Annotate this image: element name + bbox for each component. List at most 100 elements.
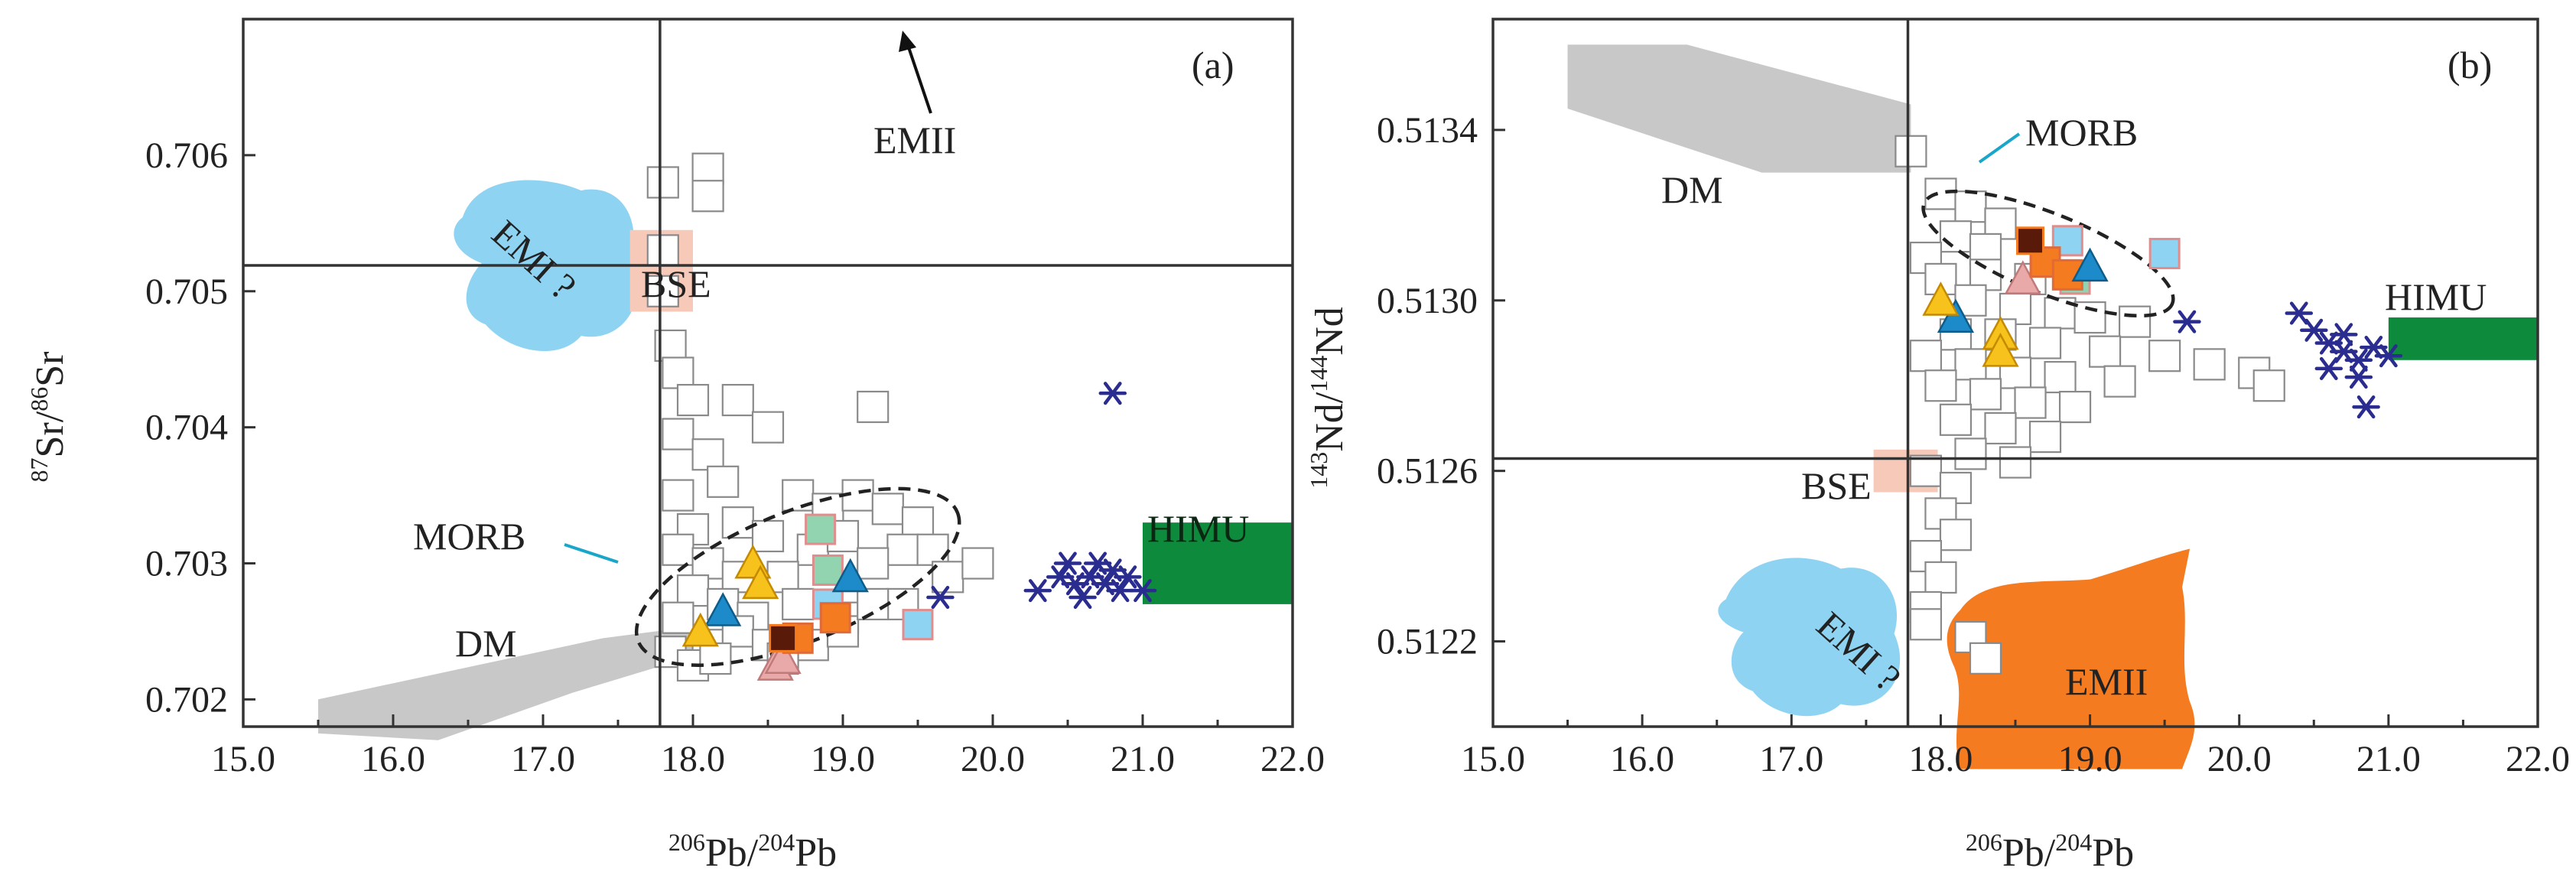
panel-b: 15.0 16.0 17.0 18.0 19.0 20.0 21.0 22.0 0.51220… xyxy=(1305,18,2570,875)
yellow-triangle xyxy=(681,612,719,647)
morb-pointer-b xyxy=(1978,132,2021,164)
reference-square xyxy=(1954,190,1987,223)
reference-square xyxy=(691,547,724,580)
reference-square xyxy=(676,383,710,417)
star-symbol xyxy=(1128,579,1157,603)
panel-label-a: (a) xyxy=(1192,44,1234,86)
x-tick-label: 17.0 xyxy=(1759,739,1823,779)
star-symbol xyxy=(2314,356,2343,380)
y-tick-label: 0.5134 xyxy=(1377,110,1478,151)
panel-b-reference-squares xyxy=(1895,135,2285,675)
star-symbol xyxy=(926,585,955,610)
morb-pointer-a xyxy=(564,543,619,564)
y-tick-label: 0.705 xyxy=(145,272,228,312)
blue-triangle xyxy=(2071,247,2109,282)
y-tick-label: 0.5126 xyxy=(1377,451,1478,492)
x-axis-title-b: 206Pb/204Pb xyxy=(1966,828,2134,875)
reference-square xyxy=(662,601,694,634)
reference-square xyxy=(2088,335,2122,368)
pink-triangle xyxy=(2004,260,2041,294)
reference-square xyxy=(1969,378,2002,411)
bse-label-a: BSE xyxy=(641,262,711,305)
reference-square xyxy=(1954,348,1987,381)
star-symbol xyxy=(2344,348,2373,372)
reference-square xyxy=(1909,340,1943,372)
reference-square xyxy=(886,533,919,566)
reference-square xyxy=(676,574,710,607)
blue-triangle xyxy=(704,592,742,626)
yellow-triangle xyxy=(1982,333,2019,367)
x-axis-title-a: 206Pb/204Pb xyxy=(668,828,837,875)
bse-label-b: BSE xyxy=(1801,464,1872,507)
reference-square xyxy=(1924,177,1957,210)
reference-square xyxy=(1924,369,1957,402)
star-symbol xyxy=(2344,366,2373,389)
star-symbol xyxy=(1114,565,1142,589)
panel-a-x-tick-labels: 15.0 16.0 17.0 18.0 19.0 20.0 21.0 22.0 xyxy=(211,739,1325,779)
panel-a-colored-symbols xyxy=(681,513,934,681)
panel-a: 15.0 16.0 17.0 18.0 19.0 20.0 21.0 22.0 0.7020.… xyxy=(25,18,1325,875)
svg-text:206Pb/204Pb: 206Pb/204Pb xyxy=(668,828,837,875)
x-tick-label: 20.0 xyxy=(2207,739,2272,779)
y-tick-label: 0.5130 xyxy=(1377,281,1478,321)
reference-square xyxy=(1954,437,1987,470)
panel-label-b: (b) xyxy=(2448,44,2492,86)
panel-b-x-tick-labels: 15.0 16.0 17.0 18.0 19.0 20.0 21.0 22.0 xyxy=(1461,739,2570,779)
dm-field-b xyxy=(1567,44,1911,173)
orange-square xyxy=(819,602,851,634)
emii-field-b xyxy=(1947,548,2195,769)
x-tick-label: 19.0 xyxy=(811,739,875,779)
svg-text:143Nd/144Nd: 143Nd/144Nd xyxy=(1305,307,1351,489)
star-symbol xyxy=(2374,344,2403,368)
panel-b-star-symbols xyxy=(2173,301,2403,419)
panel-b-colored-symbols xyxy=(1922,225,2181,367)
y-tick-label: 0.702 xyxy=(145,679,228,720)
panel-a-y-tick-labels: 0.702 0.703 0.704 0.705 0.706 xyxy=(145,135,228,720)
yellow-triangle xyxy=(1922,281,1960,316)
reference-square xyxy=(646,275,679,307)
reference-square xyxy=(646,234,679,267)
reference-square xyxy=(2119,305,2152,338)
reference-square xyxy=(721,383,754,417)
emii-arrow-a xyxy=(899,31,932,114)
star-symbol xyxy=(1091,572,1120,596)
reference-square xyxy=(1984,411,2017,445)
reference-square xyxy=(1924,561,1957,594)
emii-label-a: EMII xyxy=(873,119,956,161)
x-tick-label: 19.0 xyxy=(2058,739,2122,779)
x-tick-label: 22.0 xyxy=(1260,739,1325,779)
star-symbol xyxy=(1053,551,1082,575)
dm-label-a: DM xyxy=(455,622,517,665)
reference-square xyxy=(1939,220,1973,253)
x-tick-label: 21.0 xyxy=(1111,739,1175,779)
reference-square xyxy=(751,519,785,553)
reference-square xyxy=(707,465,740,498)
reference-square xyxy=(1969,642,2002,675)
panel-b-ticks xyxy=(1491,128,2539,727)
reference-square xyxy=(857,390,890,424)
star-symbol xyxy=(2285,301,2314,325)
reference-square xyxy=(2252,369,2285,402)
reference-square xyxy=(2103,365,2136,398)
blue-triangle xyxy=(1937,298,1975,333)
reference-square xyxy=(916,533,949,566)
reference-square xyxy=(871,493,904,525)
reference-square xyxy=(662,479,694,512)
x-tick-label: 18.0 xyxy=(661,739,725,779)
reference-square xyxy=(1999,446,2032,479)
morb-ellipse-a xyxy=(634,486,961,667)
y-tick-label: 0.703 xyxy=(145,544,228,584)
light-blue-square xyxy=(902,609,934,641)
reference-square xyxy=(691,152,724,185)
morb-label-b: MORB xyxy=(2025,111,2138,154)
reference-square xyxy=(961,547,994,580)
reference-square xyxy=(2148,340,2181,372)
emi-field-b xyxy=(1718,558,1901,717)
light-blue-square xyxy=(2051,225,2083,257)
reference-square xyxy=(699,642,732,675)
x-tick-label: 16.0 xyxy=(361,739,425,779)
star-symbol xyxy=(2300,318,2328,342)
emii-label-b: EMII xyxy=(2065,660,2148,703)
reference-square xyxy=(691,438,724,471)
